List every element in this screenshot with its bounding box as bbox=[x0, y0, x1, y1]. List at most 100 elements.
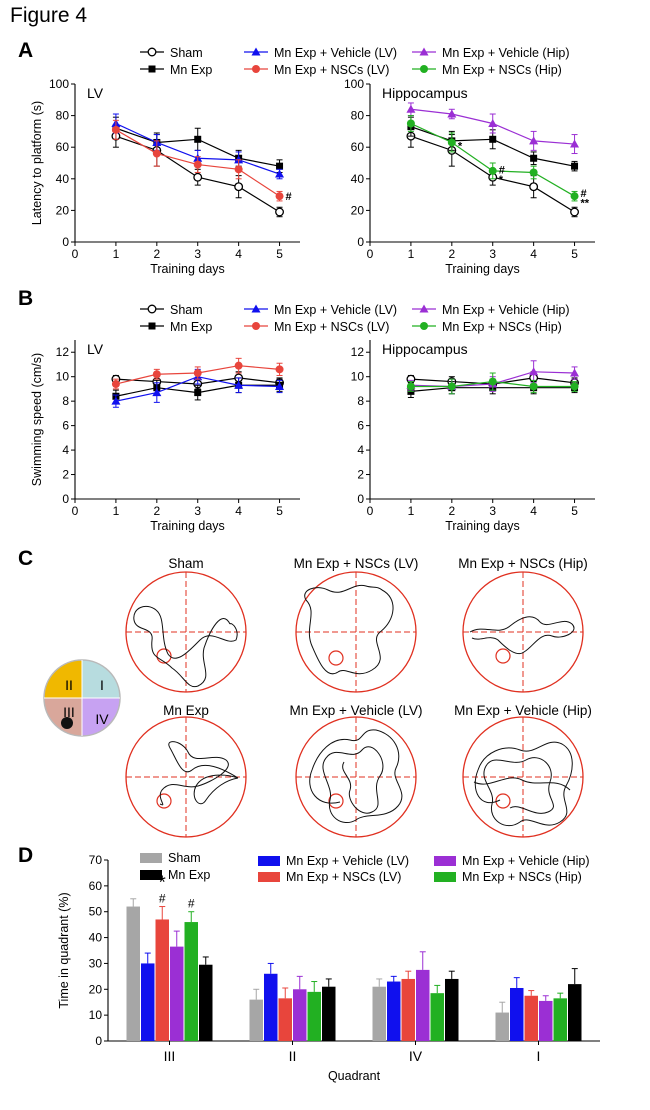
legend-d: Sham Mn Exp Mn Exp + Vehicle (LV) Mn Exp… bbox=[140, 851, 589, 884]
legend-d-veh-lv: Mn Exp + Vehicle (LV) bbox=[258, 854, 409, 868]
legend-d-sham: Sham bbox=[140, 851, 201, 865]
x-tick-label: 3 bbox=[489, 504, 496, 518]
bar bbox=[510, 987, 524, 1041]
y-tick-label: 0 bbox=[357, 492, 364, 506]
legend-a-nsc-hip: Mn Exp + NSCs (Hip) bbox=[412, 63, 562, 77]
y-tick-label: 60 bbox=[351, 140, 365, 154]
annotation: # bbox=[286, 191, 292, 203]
legend-a-nsc-hip-label: Mn Exp + NSCs (Hip) bbox=[442, 63, 562, 77]
x-tick-label: 5 bbox=[571, 247, 578, 261]
legend-b-sham: Sham bbox=[140, 303, 203, 317]
legend-d-veh-hip-label: Mn Exp + Vehicle (Hip) bbox=[462, 854, 589, 868]
platform-marker bbox=[61, 717, 73, 729]
x-axis-label: Training days bbox=[150, 519, 225, 533]
data-point bbox=[570, 382, 579, 391]
legend-a-veh-lv: Mn Exp + Vehicle (LV) bbox=[244, 46, 397, 60]
legend-b-mn: Mn Exp bbox=[140, 320, 212, 334]
bar bbox=[170, 946, 184, 1041]
x-tick-label: 2 bbox=[153, 247, 160, 261]
y-tick-label: 40 bbox=[351, 172, 365, 186]
annotation: * bbox=[458, 141, 463, 153]
data-point bbox=[111, 396, 121, 405]
legend-a-mn-label: Mn Exp bbox=[170, 63, 212, 77]
x-tick-label: 0 bbox=[72, 504, 79, 518]
bar-iii-mn-exp-nscs-lv bbox=[155, 906, 169, 1041]
annotation: # bbox=[188, 897, 195, 911]
bar-ii-sham bbox=[249, 988, 263, 1041]
y-tick-label: 8 bbox=[62, 394, 69, 408]
quadrant-legend: II I III IV bbox=[43, 659, 121, 737]
bar-i-mn-exp-nscs-hip bbox=[553, 992, 567, 1041]
legend-d-nsc-lv: Mn Exp + NSCs (LV) bbox=[258, 870, 401, 884]
legend-a-veh-hip: Mn Exp + Vehicle (Hip) bbox=[412, 46, 569, 60]
y-tick-label: 0 bbox=[62, 492, 69, 506]
data-point bbox=[193, 160, 202, 169]
bar bbox=[524, 995, 538, 1041]
bar bbox=[307, 991, 321, 1041]
legend-b: Sham Mn Exp Mn Exp + Vehicle (LV) Mn Exp… bbox=[140, 303, 569, 334]
data-point bbox=[530, 154, 538, 162]
bar-ii-mn-exp-nscs-hip bbox=[307, 981, 321, 1041]
track-title-veh-hip: Mn Exp + Vehicle (Hip) bbox=[454, 703, 592, 718]
y-tick-label: 60 bbox=[56, 140, 70, 154]
track-veh-lv bbox=[295, 716, 417, 838]
track-title-sham: Sham bbox=[168, 556, 203, 571]
series-mn-exp-vehicle-hip bbox=[406, 102, 580, 155]
quadrant-ii-label: II bbox=[65, 677, 73, 693]
bar bbox=[141, 963, 155, 1041]
track-title-mn: Mn Exp bbox=[163, 703, 209, 718]
data-point bbox=[275, 192, 284, 201]
bar bbox=[249, 999, 263, 1041]
track-mn bbox=[125, 716, 247, 838]
bar-ii-mn-exp-nscs-lv bbox=[278, 987, 292, 1041]
bar bbox=[430, 993, 444, 1041]
x-tick-label: 5 bbox=[571, 504, 578, 518]
data-point bbox=[194, 135, 202, 143]
y-tick-label: 20 bbox=[56, 203, 70, 217]
bar bbox=[387, 981, 401, 1041]
bar bbox=[184, 922, 198, 1041]
x-tick-label: 3 bbox=[194, 504, 201, 518]
data-point bbox=[529, 182, 539, 192]
track-nsc-hip bbox=[462, 571, 584, 693]
data-point bbox=[447, 109, 457, 118]
x-axis-label: Training days bbox=[150, 262, 225, 276]
y-tick-label: 10 bbox=[89, 1008, 103, 1022]
bar bbox=[495, 1012, 509, 1041]
data-point bbox=[275, 381, 285, 390]
bar-iv-sham bbox=[372, 978, 386, 1041]
y-axis-label: Latency to platform (s) bbox=[30, 101, 44, 225]
data-point bbox=[406, 119, 415, 128]
y-tick-label: 0 bbox=[62, 235, 69, 249]
x-tick-label: 5 bbox=[276, 247, 283, 261]
legend-a-mn: Mn Exp bbox=[140, 63, 212, 77]
x-tick-label: 5 bbox=[276, 504, 283, 518]
y-tick-label: 2 bbox=[357, 468, 364, 482]
bar-iv-mn-exp-vehicle-hip bbox=[416, 951, 430, 1041]
data-point bbox=[529, 168, 538, 177]
y-tick-label: 4 bbox=[357, 443, 364, 457]
data-point bbox=[111, 380, 120, 389]
bar bbox=[278, 998, 292, 1041]
annotation: * bbox=[499, 174, 504, 186]
data-point bbox=[276, 162, 284, 170]
x-axis-label: Quadrant bbox=[328, 1069, 381, 1083]
data-point bbox=[152, 370, 161, 379]
bar-iv-mn-exp-vehicle-lv bbox=[387, 975, 401, 1041]
bar bbox=[199, 964, 213, 1041]
data-point bbox=[529, 367, 539, 376]
x-tick-label: 4 bbox=[235, 247, 242, 261]
data-point bbox=[406, 382, 415, 391]
panel-d-label: D bbox=[18, 844, 33, 867]
bar bbox=[293, 989, 307, 1041]
bar-i-mn-exp-nscs-lv bbox=[524, 990, 538, 1041]
legend-d-mn-label: Mn Exp bbox=[168, 868, 210, 882]
y-tick-label: 20 bbox=[89, 982, 103, 996]
track-sham bbox=[125, 571, 247, 693]
quadrant-i-label: I bbox=[100, 677, 104, 693]
quadrant-iv bbox=[82, 698, 120, 736]
data-point bbox=[488, 377, 497, 386]
legend-a-nsc-lv-label: Mn Exp + NSCs (LV) bbox=[274, 63, 389, 77]
figure-title: Figure 4 bbox=[10, 4, 87, 27]
quadrant-iv-label: IV bbox=[95, 711, 109, 727]
